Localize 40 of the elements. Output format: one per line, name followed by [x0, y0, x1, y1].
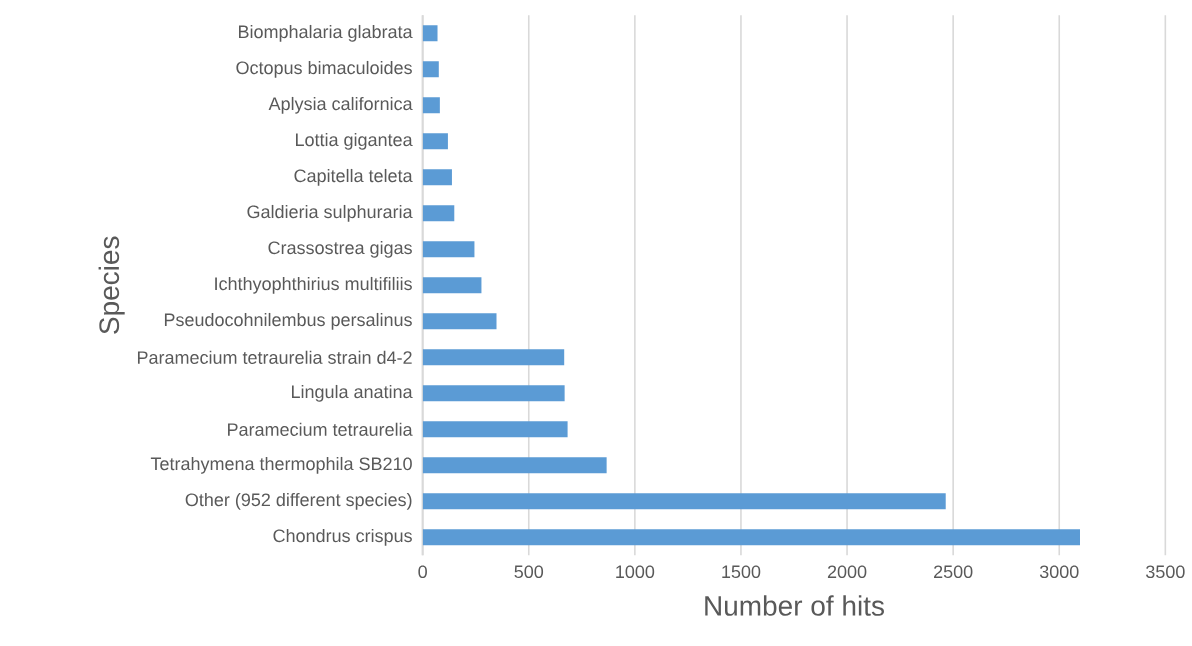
bar [422, 493, 946, 510]
x-tick-label: 2500 [934, 565, 973, 579]
x-tick-label: 3000 [1039, 565, 1079, 579]
bar [422, 133, 448, 150]
y-tick-label: Chondrus crispus [273, 528, 412, 546]
x-tick-label: 3500 [1146, 565, 1185, 579]
x-tick-label: 1000 [616, 565, 655, 579]
bar [422, 205, 455, 222]
y-tick-label: Aplysia californica [268, 96, 413, 114]
y-tick-label: Octopus bimaculoides [236, 60, 412, 78]
bar [422, 169, 452, 186]
y-tick-label: Paramecium tetraurelia strain d4-2 [137, 350, 412, 364]
bar [422, 385, 565, 402]
y-axis-title: Species [98, 236, 125, 334]
y-tick-label: Lottia gigantea [296, 132, 413, 150]
bar [422, 277, 482, 294]
y-tick-label: Biomphalaria glabrata [239, 24, 413, 42]
y-tick-label: Other (952 different species) [185, 492, 412, 510]
y-tick-label: Tetrahymena thermophila SB210 [150, 456, 412, 474]
bar [422, 25, 438, 42]
y-tick-label: Capitella teleta [294, 168, 413, 186]
bar [422, 313, 497, 330]
x-tick-label: 1500 [722, 565, 761, 579]
y-tick-label: Paramecium tetraurelia [228, 422, 413, 436]
y-tick-label: Crassostrea gigas [268, 240, 412, 258]
y-tick-label: Galdieria sulphuraria [247, 204, 413, 222]
x-tick-label: 500 [514, 565, 544, 579]
y-tick-label: Ichthyophthirius multifiliis [215, 276, 412, 294]
bar [422, 97, 440, 114]
bar [422, 529, 1081, 546]
x-tick-label: 2000 [827, 565, 867, 579]
bar [422, 241, 475, 258]
bar [422, 61, 439, 78]
bar [422, 421, 568, 438]
x-axis-title: Number of hits [705, 595, 884, 616]
y-tick-label: Lingula anatina [292, 384, 413, 402]
bar [422, 349, 565, 366]
bar [422, 457, 607, 474]
y-tick-label: Pseudocohnilembus persalinus [164, 312, 412, 330]
x-tick-label: 0 [418, 565, 427, 579]
